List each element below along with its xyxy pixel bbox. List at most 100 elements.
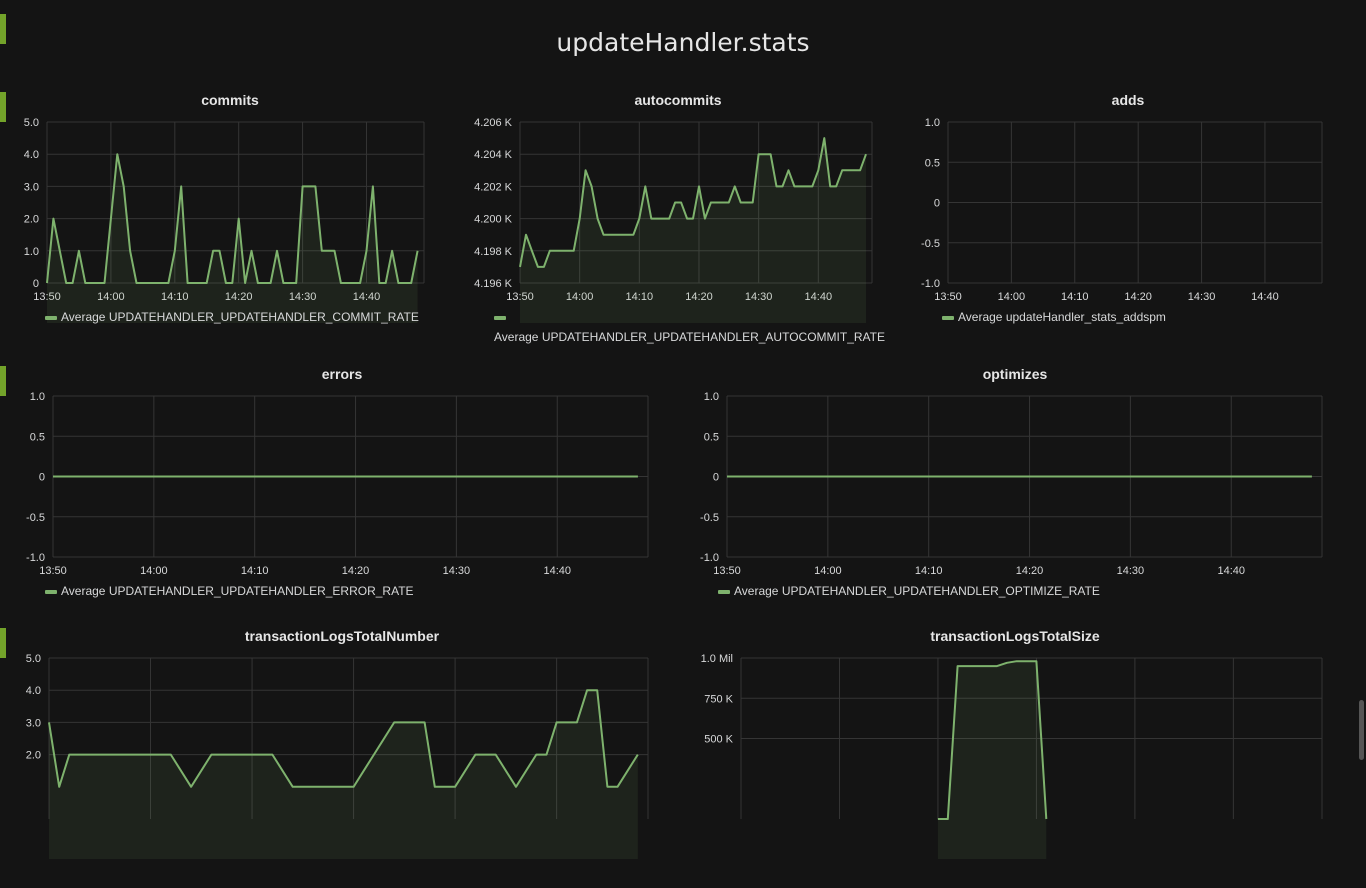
- panel-title[interactable]: transactionLogsTotalSize: [930, 628, 1100, 644]
- x-tick-label: 14:30: [443, 565, 471, 577]
- chart-errors: -1.0 -0.5 0 0.5 1.0 13:50 14:00 14:10 14:20 14:30…: [26, 391, 649, 577]
- panel-title[interactable]: autocommits: [634, 92, 722, 108]
- panel-title[interactable]: optimizes: [982, 366, 1048, 382]
- chart-commits: 0 1.0 2.0 3.0 4.0 5.0 13:50 14:00 14:10 14:20 14:3…: [24, 117, 425, 323]
- legend-label: Average UPDATEHANDLER_UPDATEHANDLER_ERRO…: [61, 584, 414, 598]
- x-tick-label: 14:40: [1217, 565, 1245, 577]
- y-tick-label: 4.198 K: [474, 246, 513, 258]
- y-tick-label: 3.0: [24, 181, 39, 193]
- x-tick-label: 14:40: [543, 565, 571, 577]
- legend-item[interactable]: Average UPDATEHANDLER_UPDATEHANDLER_OPTI…: [718, 584, 1100, 598]
- y-tick-label: 0.5: [30, 431, 45, 443]
- x-tick-label: 13:50: [506, 291, 534, 303]
- x-tick-label: 14:10: [241, 565, 269, 577]
- y-tick-label: 4.0: [26, 685, 41, 697]
- x-tick-label: 14:10: [626, 291, 654, 303]
- y-tick-label: 4.200 K: [474, 214, 513, 226]
- row-handle[interactable]: [0, 14, 6, 44]
- panel-title[interactable]: transactionLogsTotalNumber: [244, 628, 440, 644]
- x-tick-label: 14:20: [685, 291, 713, 303]
- y-tick-label: 0: [33, 278, 39, 290]
- y-tick-label: 0.5: [925, 157, 940, 169]
- legend-swatch: [45, 315, 57, 320]
- y-tick-label: -0.5: [26, 512, 45, 524]
- x-tick-label: 14:30: [1188, 291, 1216, 303]
- y-tick-label: 4.0: [24, 149, 39, 161]
- y-tick-label: 1.0: [925, 117, 940, 129]
- y-tick-label: -1.0: [921, 278, 940, 290]
- series-area: [49, 690, 638, 859]
- y-tick-label: 1.0: [30, 391, 45, 403]
- series-area: [937, 661, 1047, 859]
- y-tick-label: -1.0: [26, 552, 45, 564]
- y-tick-label: 3.0: [26, 717, 41, 729]
- x-tick-label: 14:00: [140, 565, 168, 577]
- legend-swatch: [942, 315, 954, 320]
- panel-adds[interactable]: adds -1.0 -0.5 0 0.5 1.0 13:50 14:00 14:10 14:20 1…: [900, 92, 1356, 352]
- panel-commits[interactable]: commits 0 1.0 2.0 3.0 4.0 5.0 13:50 14:00 14:10 14…: [0, 92, 460, 352]
- row-handle[interactable]: [0, 366, 6, 396]
- series-line[interactable]: [46, 153, 419, 284]
- legend-label: Average UPDATEHANDLER_UPDATEHANDLER_OPTI…: [734, 584, 1100, 598]
- x-tick-label: 13:50: [713, 565, 741, 577]
- panel-transactionLogsTotalNumber[interactable]: transactionLogsTotalNumber 2.0 3.0 4.0 5.0: [0, 628, 684, 888]
- y-tick-label: 0: [934, 198, 940, 210]
- scrollbar[interactable]: [1359, 700, 1364, 760]
- series-area: [47, 154, 418, 323]
- panel-title[interactable]: errors: [321, 366, 363, 382]
- legend-label: Average updateHandler_stats_addspm: [958, 310, 1166, 324]
- x-tick-label: 14:00: [97, 291, 125, 303]
- x-tick-label: 14:10: [1061, 291, 1089, 303]
- legend-swatch: [718, 589, 730, 594]
- y-tick-label: 1.0: [704, 391, 719, 403]
- x-tick-label: 14:10: [915, 565, 943, 577]
- panel-transactionLogsTotalSize[interactable]: transactionLogsTotalSize 500 K 750 K 1.0 Mi…: [670, 628, 1360, 888]
- legend-swatch: [45, 589, 57, 594]
- row-handle[interactable]: [0, 92, 6, 122]
- x-tick-label: 14:20: [1016, 565, 1044, 577]
- x-tick-label: 14:20: [225, 291, 253, 303]
- y-tick-label: 1.0 Mil: [701, 653, 733, 665]
- x-tick-label: 14:30: [289, 291, 317, 303]
- x-tick-label: 13:50: [934, 291, 962, 303]
- chart-optimizes: -1.0 -0.5 0 0.5 1.0 13:50 14:00 14:10 14:20 14:30…: [700, 391, 1323, 577]
- dashboard-title: updateHandler.stats: [556, 28, 810, 57]
- chart-transactionLogsTotalNumber: 2.0 3.0 4.0 5.0: [26, 653, 649, 859]
- panel-title[interactable]: adds: [1111, 92, 1145, 108]
- series-line[interactable]: [48, 689, 639, 788]
- chart-transactionLogsTotalSize: 500 K 750 K 1.0 Mil: [701, 653, 1323, 859]
- y-tick-label: 750 K: [704, 693, 733, 705]
- chart-adds: -1.0 -0.5 0 0.5 1.0 13:50 14:00 14:10 14:20 14:30…: [921, 117, 1323, 303]
- panel-errors[interactable]: errors -1.0 -0.5 0 0.5 1.0 13:50 14:00 14:10 14:2…: [0, 366, 684, 626]
- x-tick-label: 14:00: [814, 565, 842, 577]
- legend-item[interactable]: Average UPDATEHANDLER_UPDATEHANDLER_COMM…: [45, 310, 419, 324]
- legend-label: Average UPDATEHANDLER_UPDATEHANDLER_AUTO…: [494, 330, 885, 344]
- legend-item[interactable]: Average UPDATEHANDLER_UPDATEHANDLER_AUTO…: [494, 310, 885, 344]
- legend-label: Average UPDATEHANDLER_UPDATEHANDLER_COMM…: [61, 310, 419, 324]
- x-tick-label: 14:40: [1251, 291, 1279, 303]
- legend-swatch: [494, 315, 506, 320]
- x-tick-label: 14:00: [998, 291, 1026, 303]
- y-tick-label: 5.0: [26, 653, 41, 665]
- panel-title[interactable]: commits: [201, 92, 259, 108]
- x-tick-label: 14:30: [1117, 565, 1145, 577]
- x-tick-label: 14:20: [342, 565, 370, 577]
- x-tick-label: 14:10: [161, 291, 189, 303]
- y-tick-label: 2.0: [26, 750, 41, 762]
- y-tick-label: 4.204 K: [474, 149, 513, 161]
- y-tick-label: 1.0: [24, 246, 39, 258]
- legend-item[interactable]: Average UPDATEHANDLER_UPDATEHANDLER_ERRO…: [45, 584, 414, 598]
- panel-optimizes[interactable]: optimizes -1.0 -0.5 0 0.5 1.0 13:50 14:00 14:10 1…: [670, 366, 1360, 626]
- x-tick-label: 14:00: [566, 291, 594, 303]
- x-tick-label: 13:50: [33, 291, 61, 303]
- y-tick-label: -0.5: [921, 238, 940, 250]
- y-tick-label: 4.206 K: [474, 117, 513, 129]
- x-tick-label: 14:40: [353, 291, 381, 303]
- y-tick-label: -1.0: [700, 552, 719, 564]
- row-handle[interactable]: [0, 628, 6, 658]
- y-tick-label: 4.196 K: [474, 278, 513, 290]
- legend-item[interactable]: Average updateHandler_stats_addspm: [942, 310, 1166, 324]
- series-line[interactable]: [519, 137, 867, 268]
- x-tick-label: 14:20: [1124, 291, 1152, 303]
